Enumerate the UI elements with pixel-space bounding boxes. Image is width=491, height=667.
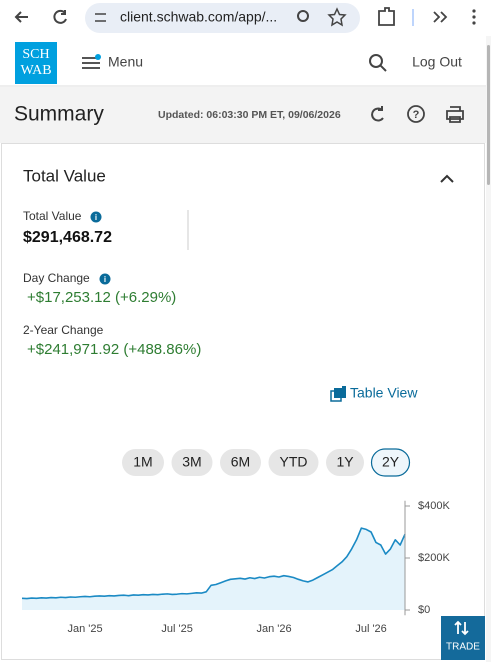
print-icon[interactable]	[446, 106, 464, 123]
info-glyph: i	[104, 275, 106, 284]
range-button[interactable]	[171, 449, 213, 476]
range-label[interactable]: 1Y	[336, 454, 354, 470]
menu-dot	[95, 54, 101, 60]
info-glyph: i	[95, 213, 97, 222]
logout[interactable]: Log Out	[412, 54, 462, 70]
search-icon	[379, 64, 387, 72]
help-icon[interactable]	[407, 105, 425, 123]
range-button[interactable]	[370, 448, 411, 477]
back-button[interactable]	[14, 11, 28, 23]
range-label[interactable]: 3M	[182, 454, 201, 470]
total-value: $291,468.72	[23, 229, 112, 246]
scrollbar-thumb[interactable]	[487, 45, 490, 185]
collapse-icon[interactable]	[440, 174, 454, 183]
extensions-icon[interactable]	[378, 7, 395, 26]
search-icon[interactable]	[369, 54, 383, 68]
summary-bar	[0, 87, 486, 143]
range-button[interactable]	[122, 449, 164, 476]
url-bar[interactable]	[85, 3, 360, 33]
table-view-link[interactable]: Table View	[350, 385, 418, 401]
x-tick-label: Jul '26	[355, 623, 386, 635]
range-label[interactable]: 1M	[133, 454, 152, 470]
browser-menu[interactable]	[472, 9, 476, 25]
x-tick-label: Jan '26	[257, 623, 292, 635]
total-label: Total Value	[23, 209, 82, 223]
range-button[interactable]	[326, 449, 364, 476]
range-label[interactable]: 6M	[231, 454, 250, 470]
help-glyph: ?	[413, 109, 420, 121]
table-view-icon[interactable]	[334, 386, 346, 398]
x-tick-label: Jul '25	[161, 623, 192, 635]
y-tick-label: $400K	[418, 500, 450, 512]
bookmark-icon[interactable]	[327, 7, 347, 27]
trade-button[interactable]	[441, 616, 485, 660]
url-text: client.schwab.com/app/...	[120, 9, 277, 25]
logo[interactable]	[15, 42, 57, 84]
two-year-value: +$241,971.92 (+488.86%)	[27, 341, 201, 358]
y-tick-label: $200K	[418, 552, 450, 564]
refresh-icon[interactable]	[371, 106, 384, 122]
reload-button[interactable]	[53, 9, 67, 24]
more-tabs[interactable]	[433, 11, 448, 23]
menu-label[interactable]: Menu	[108, 54, 143, 70]
scrollbar[interactable]	[486, 36, 491, 662]
x-tick-label: Jan '25	[67, 623, 102, 635]
line	[21, 527, 406, 600]
range-button[interactable]	[268, 449, 319, 476]
zoom-icon[interactable]	[297, 10, 309, 22]
day-change-label: Day Change	[23, 271, 90, 285]
range-buttons: 1M 3M 6M YTD 1Y 2Y	[122, 448, 411, 477]
chart: $0 $200K $400K Jan '25 Jul '25 Jan '26 Jul '26	[21, 500, 450, 635]
app-header	[0, 36, 486, 86]
trade-label: TRADE	[446, 642, 480, 653]
card-title: Total Value	[23, 166, 106, 185]
updated-time: Updated: 06:03:30 PM ET, 09/06/2026	[158, 109, 341, 121]
info-icon[interactable]	[90, 211, 102, 223]
two-year-label: 2-Year Change	[23, 323, 104, 337]
info-icon[interactable]	[99, 273, 111, 285]
range-button[interactable]	[220, 449, 261, 476]
day-change-value: +$17,253.12 (+6.29%)	[27, 289, 176, 306]
table-view-icon	[330, 390, 342, 402]
trade-icon	[454, 620, 469, 636]
summary-title: Summary	[14, 103, 104, 126]
logo-text: SCH	[22, 47, 49, 62]
range-label[interactable]: YTD	[280, 454, 308, 470]
area	[22, 528, 405, 610]
range-label[interactable]: 2Y	[382, 454, 400, 470]
site-info-icon[interactable]	[95, 13, 106, 22]
y-tick-label: $0	[418, 604, 430, 616]
logo-text: WAB	[20, 63, 51, 78]
